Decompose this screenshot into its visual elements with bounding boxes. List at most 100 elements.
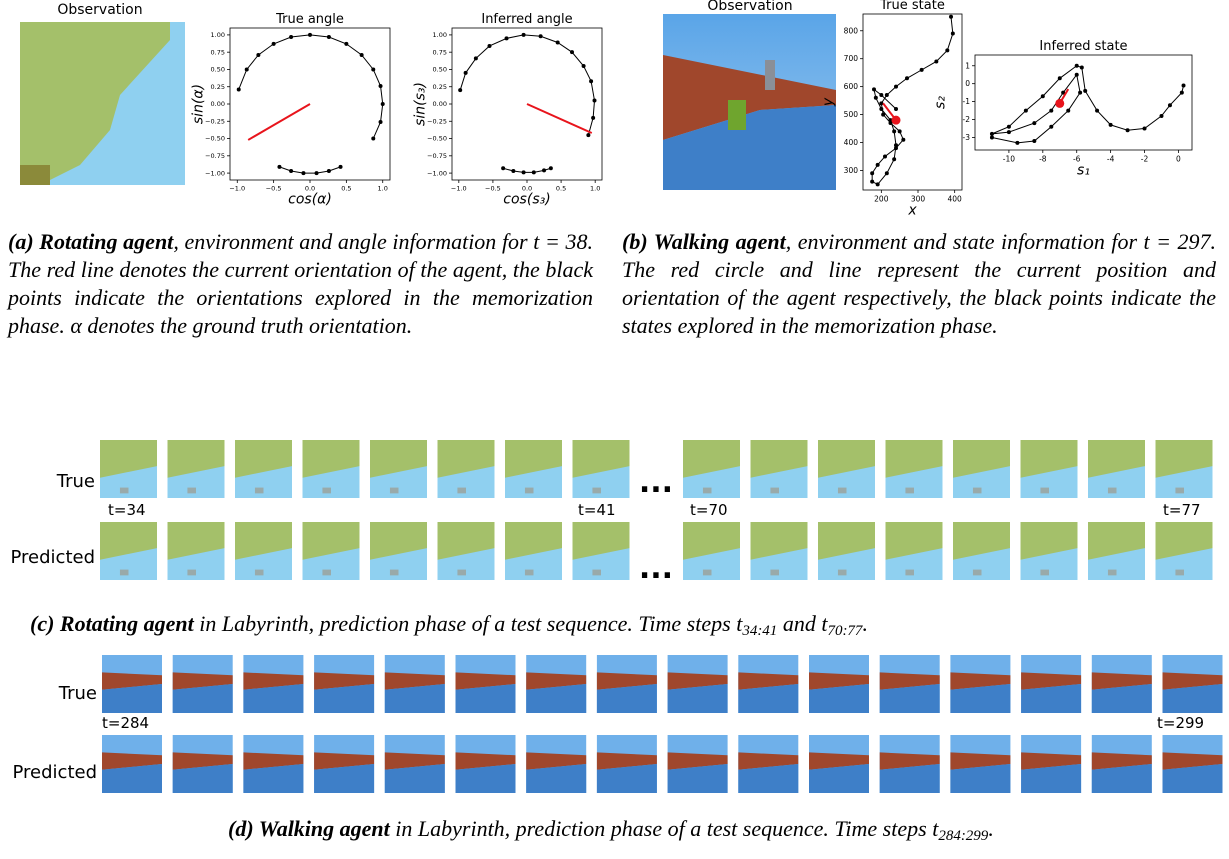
point xyxy=(378,119,383,124)
frame-wall xyxy=(1021,672,1082,690)
frame-image xyxy=(572,522,630,580)
frame-wall xyxy=(596,672,657,690)
point xyxy=(458,88,463,93)
frame-detail xyxy=(457,487,466,494)
frame-wall xyxy=(953,440,1010,478)
frame-wall xyxy=(302,440,360,478)
frame-floor xyxy=(1162,764,1223,793)
frame-image xyxy=(384,735,445,793)
frame-floor xyxy=(384,764,445,793)
frame-wall xyxy=(1091,752,1152,770)
point xyxy=(879,101,884,106)
frame-wall xyxy=(526,752,587,770)
frame-detail xyxy=(1040,487,1049,494)
y-tick-label: 0.50 xyxy=(211,66,225,74)
frame-wall xyxy=(1155,522,1213,560)
frame-image xyxy=(384,655,445,713)
frame-image xyxy=(172,735,233,793)
x-tick-label: -4 xyxy=(1107,155,1115,164)
point xyxy=(894,84,898,89)
caption-sub: 284:299 xyxy=(938,828,989,844)
point xyxy=(359,52,364,57)
frame-floor xyxy=(879,684,940,713)
frame-image xyxy=(455,655,516,713)
y-tick-label: -2 xyxy=(963,115,971,124)
point xyxy=(1032,121,1037,126)
frame-image xyxy=(683,440,740,498)
caption-label: (c) xyxy=(30,611,60,636)
frame-image xyxy=(738,655,799,713)
frame-wall xyxy=(809,752,869,770)
frame-image xyxy=(818,440,875,498)
point xyxy=(244,67,249,72)
frame-image xyxy=(1021,735,1082,793)
frame-floor xyxy=(1162,684,1223,713)
x-tick-label: 1.0 xyxy=(378,185,388,193)
caption-italic: , environment and angle information for … xyxy=(8,229,594,338)
frame-image xyxy=(302,522,360,580)
frame-detail xyxy=(524,569,534,576)
point xyxy=(301,171,306,176)
frame-floor xyxy=(738,764,799,793)
point xyxy=(1167,103,1172,108)
frame-wall xyxy=(818,440,875,478)
frame-image xyxy=(526,735,587,793)
caption: (a) Rotating agent, environment and angl… xyxy=(8,228,593,340)
point xyxy=(949,14,953,19)
frame-wall xyxy=(172,752,233,770)
frame-detail xyxy=(770,487,779,494)
frame-image xyxy=(683,522,740,580)
point xyxy=(1125,128,1130,133)
point xyxy=(873,95,878,100)
frame-floor xyxy=(596,684,657,713)
y-tick-label: −0.25 xyxy=(205,117,225,125)
frame-detail xyxy=(119,487,129,494)
point xyxy=(875,162,880,167)
x-tick-label: 0.5 xyxy=(341,185,351,193)
frame-image xyxy=(953,522,1010,580)
frame-floor xyxy=(102,764,162,793)
frame-image xyxy=(314,655,375,713)
frame-floor xyxy=(950,764,1011,793)
point xyxy=(236,87,241,92)
frame-image xyxy=(235,440,292,498)
frame-detail xyxy=(524,487,534,494)
observation-image xyxy=(20,22,185,185)
frame-image xyxy=(370,440,427,498)
y-tick-label: 400 xyxy=(844,138,859,147)
x-tick-label: 300 xyxy=(911,195,926,204)
frame-image xyxy=(667,735,728,793)
point xyxy=(591,115,596,120)
point xyxy=(371,136,376,141)
frame-image xyxy=(879,655,940,713)
frame-detail xyxy=(837,569,847,576)
frame-image xyxy=(667,655,728,713)
x-axis-label: s₁ xyxy=(1077,163,1090,179)
frame-wall xyxy=(455,672,516,690)
frame-floor xyxy=(314,764,375,793)
frame-wall xyxy=(437,522,495,560)
frame-image xyxy=(102,735,162,793)
point xyxy=(1074,63,1079,68)
frame-image xyxy=(1088,522,1145,580)
point xyxy=(945,48,950,53)
caption-italic: t xyxy=(932,816,939,841)
point xyxy=(1006,130,1011,135)
point xyxy=(1032,139,1037,144)
y-axis-label: y xyxy=(821,97,837,107)
frame-wall xyxy=(1162,752,1223,770)
x-tick-label: 0.0 xyxy=(522,185,532,193)
caption-italic: in Labyrinth, prediction phase of a test… xyxy=(193,611,737,636)
frame-floor xyxy=(243,764,304,793)
caption-bold: Rotating agent xyxy=(59,611,194,636)
x-tick-label: -10 xyxy=(1003,155,1015,164)
frame-image xyxy=(455,735,516,793)
frame-wall xyxy=(879,752,940,770)
frame-image xyxy=(167,440,225,498)
point xyxy=(884,93,889,98)
point xyxy=(1057,76,1062,81)
point xyxy=(548,166,553,171)
x-tick-label: −0.5 xyxy=(266,185,282,193)
